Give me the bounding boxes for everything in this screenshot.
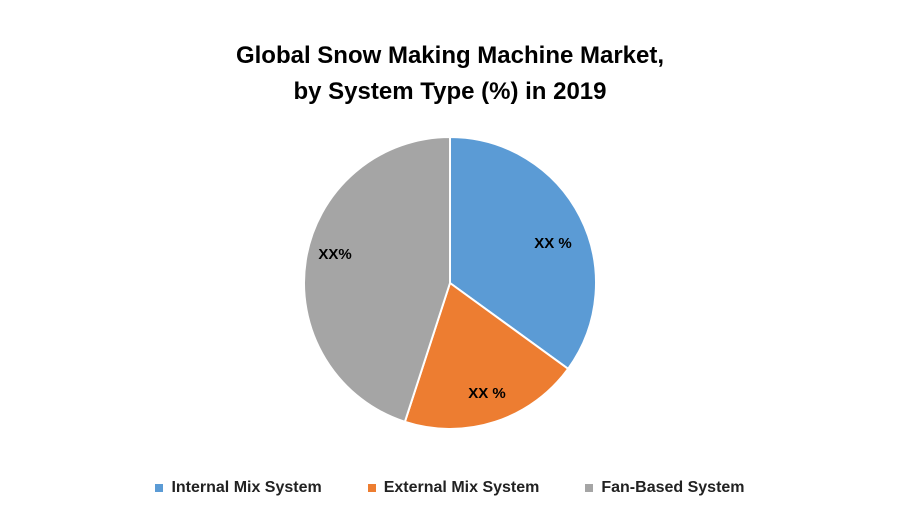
data-label-2: XX% [318, 246, 351, 263]
data-label-0: XX % [534, 235, 572, 252]
legend-label: Fan-Based System [601, 479, 745, 496]
legend: Internal Mix System External Mix System … [0, 479, 900, 497]
legend-swatch [155, 484, 164, 492]
title-line-2: by System Type (%) in 2019 [293, 78, 607, 105]
data-label-1: XX % [468, 385, 506, 402]
legend-label: External Mix System [383, 479, 540, 496]
legend-item-internal: Internal Mix System [155, 479, 322, 497]
legend-label: Internal Mix System [171, 479, 322, 496]
legend-swatch [367, 484, 376, 492]
pie-slice-2 [303, 135, 451, 424]
legend-item-external: External Mix System [367, 479, 540, 497]
chart-title: Global Snow Making Machine Market, by Sy… [0, 38, 900, 110]
legend-item-fan: Fan-Based System [585, 479, 745, 497]
pie-slice-0 [449, 135, 597, 371]
title-line-1: Global Snow Making Machine Market, [235, 42, 665, 69]
legend-swatch [585, 484, 594, 492]
pie-slice-1 [403, 281, 570, 430]
